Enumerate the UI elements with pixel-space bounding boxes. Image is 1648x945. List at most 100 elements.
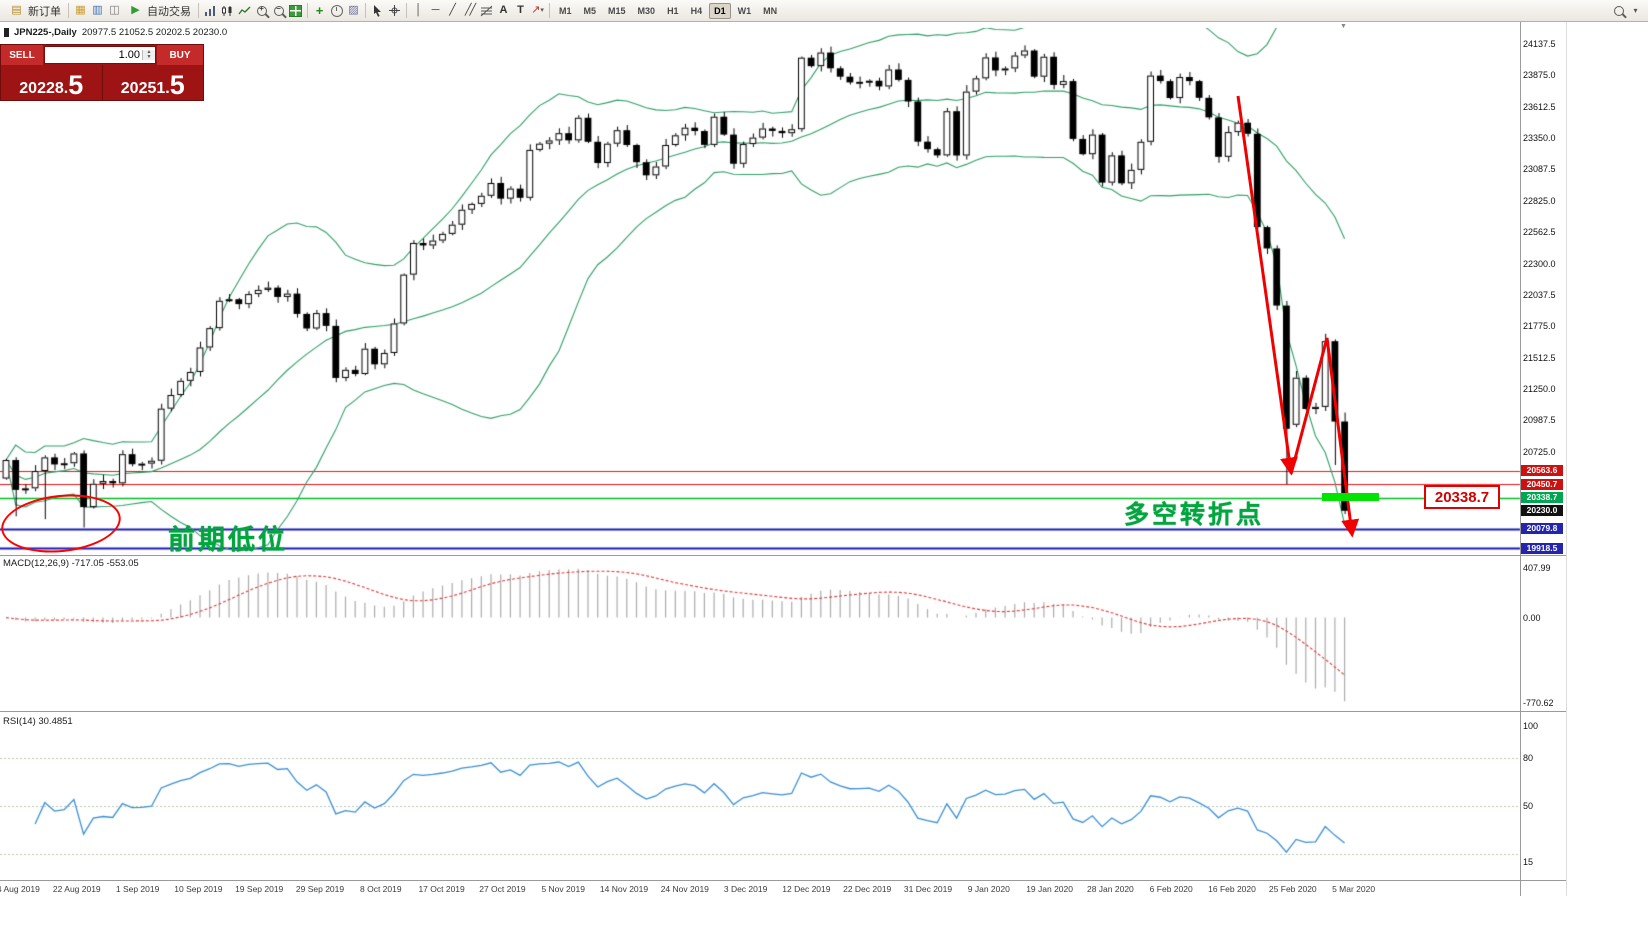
date-tick: 3 Dec 2019: [723, 884, 768, 894]
date-tick: 6 Feb 2020: [1149, 884, 1193, 894]
date-tick: 19 Sep 2019: [235, 884, 284, 894]
toolbar-separator: [549, 3, 550, 18]
buy-price[interactable]: 20251. 5: [103, 65, 204, 100]
timeframe-button-M30[interactable]: M30: [637, 5, 656, 16]
toolbar-overflow-icon[interactable]: ▾: [1633, 5, 1638, 15]
date-tick: 27 Oct 2019: [479, 884, 526, 894]
sell-price-pip: 5: [68, 70, 84, 101]
rsi-tick: 80: [1523, 753, 1534, 763]
date-tick: 9 Jan 2020: [967, 884, 1010, 894]
chart-ohlc-header: JPN225-,Daily 20977.5 21052.5 20202.5 20…: [4, 27, 227, 38]
search-icon[interactable]: [1610, 3, 1627, 18]
price-callout-label[interactable]: 20338.7: [1424, 485, 1500, 509]
window-edge-border: [1566, 22, 1567, 896]
new-order-button[interactable]: ▤ 新订单: [4, 2, 65, 20]
price-tick: 21250.0: [1523, 383, 1556, 394]
toolbar-separator: [307, 3, 308, 18]
timeframe-button-M5[interactable]: M5: [583, 5, 597, 16]
navigator-icon[interactable]: ▥: [92, 4, 103, 16]
date-tick: 22 Dec 2019: [843, 884, 892, 894]
green-highlight-bar-drawing[interactable]: [1322, 493, 1379, 501]
terminal-icon[interactable]: ◫: [109, 4, 120, 16]
bar-chart-icon[interactable]: [202, 3, 219, 18]
symbol-icon: [4, 28, 9, 37]
label-tool-icon[interactable]: T: [517, 4, 524, 16]
line-chart-icon[interactable]: [236, 3, 253, 18]
tile-windows-icon[interactable]: [287, 3, 304, 18]
cursor-icon[interactable]: [369, 3, 386, 18]
turning-point-text-annotation[interactable]: 多空转折点: [1124, 501, 1265, 529]
trendline-icon[interactable]: ╱: [449, 4, 456, 16]
rsi-tick: 100: [1523, 721, 1539, 731]
previous-low-text-annotation[interactable]: 前期低位: [168, 525, 288, 555]
zoom-in-icon[interactable]: +: [253, 3, 270, 18]
timeframe-button-H4[interactable]: H4: [690, 5, 703, 16]
macd-tick: 407.99: [1523, 563, 1551, 573]
rsi-pane-divider[interactable]: [0, 711, 1566, 712]
macd-tick: 0.00: [1523, 612, 1541, 623]
price-tick: 24137.5: [1523, 39, 1556, 49]
arrows-tool-icon[interactable]: ↗ ▾: [531, 4, 544, 16]
buy-price-main: 20251.: [120, 80, 170, 97]
toolbar-separator: [365, 3, 366, 18]
price-tag: 20079.8: [1521, 523, 1563, 535]
macd-pane-divider[interactable]: [0, 555, 1566, 556]
sell-price-main: 20228.: [19, 80, 69, 97]
volume-input[interactable]: [45, 48, 142, 62]
candlestick-chart-icon[interactable]: [219, 3, 236, 18]
date-axis: 14 Aug 2019 22 Aug 2019 1 Sep 2019 10 Sep 2…: [0, 884, 1520, 896]
autotrading-label: 自动交易: [147, 5, 191, 18]
zoom-out-icon[interactable]: −: [270, 3, 287, 18]
autotrading-button[interactable]: ▶ 自动交易: [123, 2, 195, 20]
horizontal-line-icon[interactable]: ─: [431, 4, 440, 16]
price-axis-border: [1520, 22, 1521, 896]
timeframe-button-M15[interactable]: M15: [608, 5, 626, 16]
rsi-tick: 15: [1523, 857, 1534, 867]
market-watch-icon[interactable]: ▦: [75, 4, 86, 16]
volume-spinner: ▲ ▼: [142, 50, 155, 60]
date-tick: 14 Aug 2019: [0, 884, 40, 894]
text-tool-icon[interactable]: A: [499, 4, 508, 16]
buy-price-pip: 5: [169, 70, 185, 101]
timeframe-button-H1[interactable]: H1: [667, 5, 679, 16]
indicators-button[interactable]: +: [315, 3, 324, 18]
period-button[interactable]: [328, 3, 345, 18]
crosshair-icon[interactable]: [386, 3, 403, 18]
date-tick: 25 Feb 2020: [1268, 884, 1317, 894]
date-tick: 10 Sep 2019: [174, 884, 223, 894]
date-tick: 28 Jan 2020: [1086, 884, 1134, 894]
price-tick: 22562.5: [1523, 227, 1556, 238]
timeframe-button-MN[interactable]: MN: [763, 5, 778, 16]
sell-price[interactable]: 20228. 5: [1, 65, 103, 100]
timeframe-button-W1[interactable]: W1: [737, 5, 752, 16]
channel-icon[interactable]: ╱╱: [464, 4, 476, 16]
one-click-trade-panel: SELL ▲ ▼ BUY 20228. 5 20251. 5: [0, 44, 204, 101]
price-tick: 22300.0: [1523, 258, 1556, 269]
fibonacci-icon[interactable]: [478, 3, 495, 18]
toolbar: ▤ 新订单 ▦ ▥ ◫ ▶ 自动交易 + − + ▨: [0, 0, 1648, 22]
buy-button[interactable]: BUY: [157, 45, 203, 65]
chart-title: JPN225-,Daily: [14, 27, 77, 38]
rsi-label: RSI(14) 30.4851: [3, 716, 73, 727]
date-tick: 29 Sep 2019: [295, 884, 345, 894]
price-tick: 23087.5: [1523, 164, 1556, 175]
volume-increase-button[interactable]: ▲: [143, 50, 155, 55]
volume-decrease-button[interactable]: ▼: [143, 55, 155, 60]
timeframe-group: M1 M5 M15 M30 H1 H4 D1 W1 MN: [553, 2, 783, 19]
price-tick: 21512.5: [1523, 352, 1556, 363]
price-tag: 20450.7: [1521, 478, 1563, 490]
vertical-line-icon[interactable]: │: [415, 4, 422, 16]
macd-label: MACD(12,26,9) -717.05 -553.05: [3, 558, 139, 569]
date-tick: 19 Jan 2020: [1026, 884, 1073, 894]
timeframe-button-M1[interactable]: M1: [559, 5, 572, 16]
templates-button[interactable]: ▨: [348, 4, 359, 16]
chart-shift-marker[interactable]: ▼: [1340, 23, 1347, 30]
timeframe-button-D1[interactable]: D1: [709, 2, 731, 19]
date-tick: 12 Dec 2019: [782, 884, 831, 894]
date-tick: 5 Mar 2020: [1332, 884, 1376, 894]
price-tick: 23875.0: [1523, 70, 1556, 81]
sell-button[interactable]: SELL: [1, 45, 43, 65]
x-axis-divider: [0, 880, 1566, 881]
price-tick: 23612.5: [1523, 101, 1556, 112]
